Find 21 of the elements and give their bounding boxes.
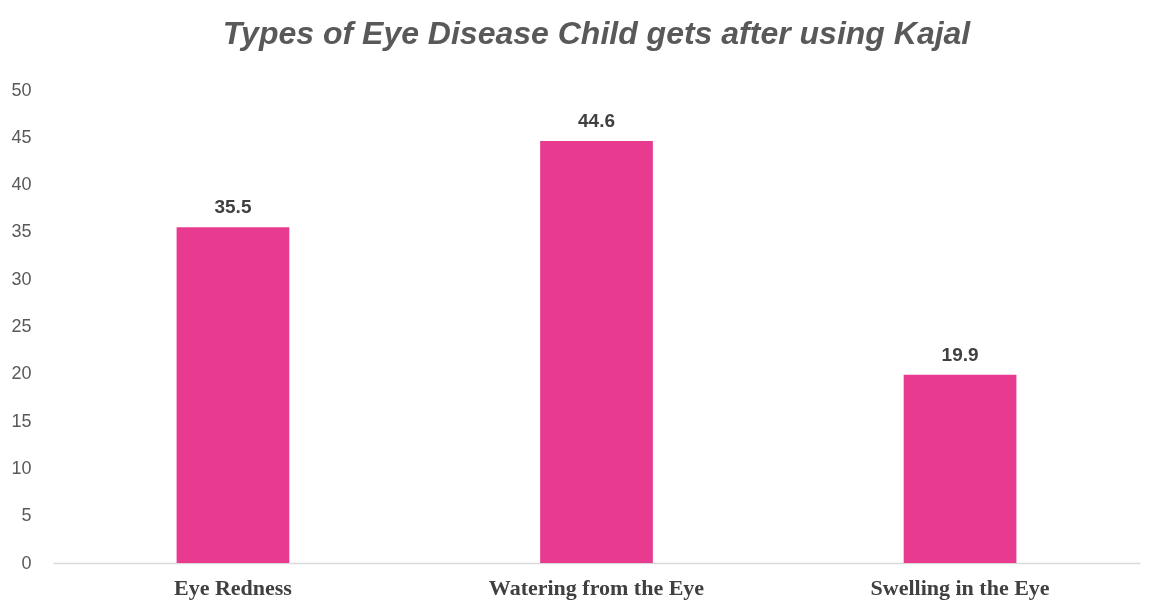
y-tick-label: 15	[11, 410, 32, 431]
chart-title: Types of Eye Disease Child gets after using Kajal	[222, 15, 972, 51]
bar	[176, 227, 290, 563]
x-tick-label: Swelling in the Eye	[870, 574, 1050, 600]
y-tick-label: 25	[11, 316, 32, 336]
x-tick-label: Watering from the Eye	[488, 574, 705, 600]
y-tick-label: 35	[11, 221, 32, 242]
y-tick-label: 30	[11, 268, 32, 289]
x-tick-label: Eye Redness	[173, 574, 293, 600]
bar	[903, 374, 1017, 563]
y-tick-label: 20	[11, 363, 32, 384]
y-tick-label: 40	[11, 174, 32, 195]
y-tick-label: 10	[11, 457, 32, 478]
y-tick-label: 0	[21, 552, 32, 573]
data-label: 35.5	[214, 196, 252, 218]
y-tick-label: 45	[11, 126, 32, 147]
bar	[540, 141, 653, 563]
data-label: 19.9	[941, 343, 979, 365]
y-tick-label: 5	[21, 505, 32, 526]
data-label: 44.6	[578, 110, 615, 132]
y-tick-label: 50	[11, 79, 32, 100]
